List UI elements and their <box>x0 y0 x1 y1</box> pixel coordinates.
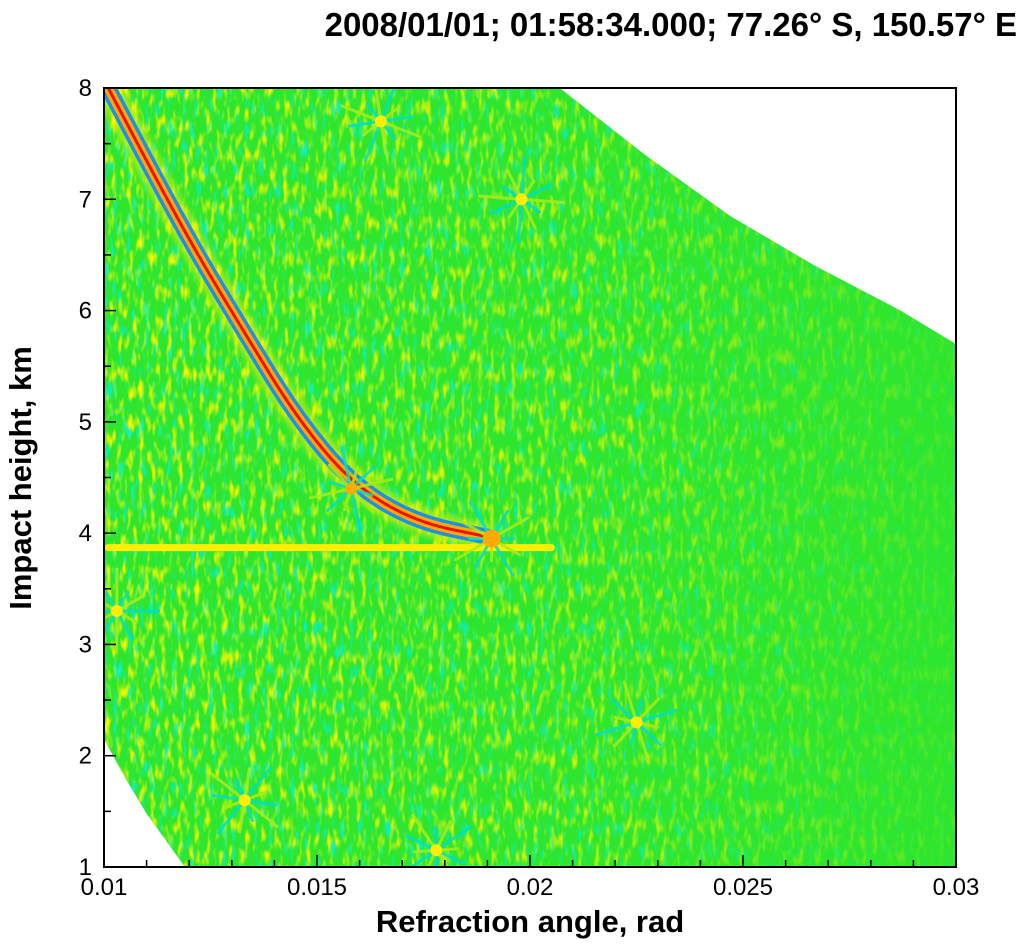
x-tick-label: 0.01 <box>81 874 128 901</box>
y-tick-label: 4 <box>79 520 92 547</box>
y-tick-label: 6 <box>79 298 92 325</box>
x-tick-label: 0.02 <box>507 874 554 901</box>
plot-area <box>104 88 956 867</box>
caustic-node <box>308 446 394 532</box>
caustic-node <box>478 155 565 243</box>
y-axis-title: Impact height, km <box>3 346 38 610</box>
features <box>104 88 679 867</box>
y-tick-label: 8 <box>79 75 92 102</box>
y-axis: 1 2 3 4 5 6 7 8 <box>79 75 92 881</box>
axis-ticks <box>103 87 957 868</box>
main-arc-core <box>106 88 492 540</box>
y-tick-label: 5 <box>79 409 92 436</box>
caustic-node <box>594 680 679 765</box>
chart-title: 2008/01/01; 01:58:34.000; 77.26° S, 150.… <box>324 6 1017 43</box>
caustic-node <box>104 567 161 655</box>
x-tick-label: 0.03 <box>933 874 980 901</box>
x-tick-label: 0.025 <box>713 874 773 901</box>
caustic-node <box>340 88 422 162</box>
y-tick-label: 3 <box>79 631 92 658</box>
y-tick-label: 7 <box>79 186 92 213</box>
x-axis: 0.01 0.015 0.02 0.025 0.03 <box>81 874 980 901</box>
caustic-node <box>210 765 279 835</box>
x-tick-label: 0.015 <box>287 874 347 901</box>
caustic-node <box>399 814 473 867</box>
y-tick-label: 2 <box>79 743 92 770</box>
caustic-node <box>453 500 530 577</box>
x-axis-title: Refraction angle, rad <box>376 904 684 939</box>
y-tick-label: 1 <box>79 854 92 881</box>
